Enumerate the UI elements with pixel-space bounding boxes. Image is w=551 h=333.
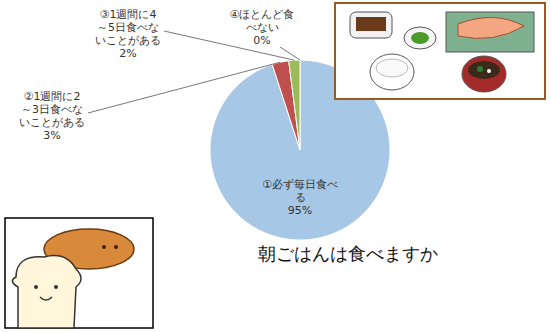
svg-text:②1週間に2～3日食べないことがある3%: ②1週間に2～3日食べないことがある3% [19,90,85,142]
svg-text:③1週間に4～5日食べないことがある2%: ③1週間に4～5日食べないことがある2% [95,8,161,60]
svg-text:①必ず毎日食べる95%: ①必ず毎日食べる95% [262,178,338,217]
svg-text:④ほとんど食べない0%: ④ほとんど食べない0% [230,8,295,47]
html-text:朝ごはんは食べますか: 朝ごはんは食べますか [258,243,438,264]
